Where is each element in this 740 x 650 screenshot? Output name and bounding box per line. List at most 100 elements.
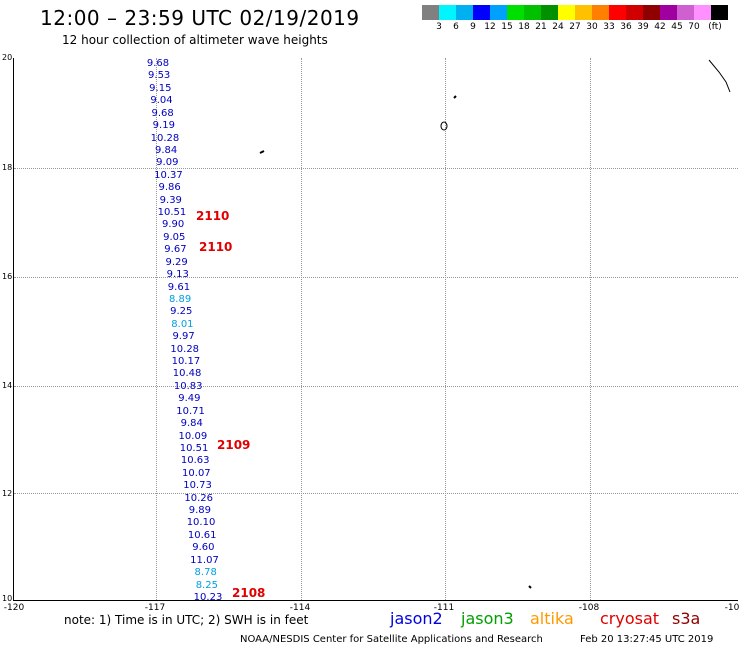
scale-swatch <box>677 5 694 20</box>
scale-swatch <box>711 5 728 20</box>
scale-label: 70 <box>688 22 700 32</box>
scale-swatch <box>626 5 643 20</box>
grid-line <box>14 168 738 169</box>
wave-height-value: 9.67 <box>164 244 187 256</box>
scale-label: 24 <box>552 22 564 32</box>
grid-line <box>156 58 157 600</box>
x-axis-label: -120 <box>3 603 25 613</box>
grid-line <box>14 386 738 387</box>
wave-height-value: 9.60 <box>192 542 215 554</box>
wave-height-value: 9.09 <box>156 157 179 169</box>
footer-note: note: 1) Time is in UTC; 2) SWH is in fe… <box>64 613 309 627</box>
x-axis-label: -117 <box>144 603 166 613</box>
scale-label: 18 <box>518 22 530 32</box>
y-axis-label: 10 <box>2 594 13 603</box>
scale-swatch <box>558 5 575 20</box>
grid-line <box>301 58 302 600</box>
y-axis-label: 14 <box>2 381 13 390</box>
grid-line <box>445 58 446 600</box>
wave-height-value: 10.37 <box>154 169 183 181</box>
scale-swatch <box>490 5 507 20</box>
x-axis-label: -111 <box>433 603 455 613</box>
color-scale <box>422 5 728 20</box>
wave-height-value: 9.68 <box>146 58 170 69</box>
y-axis-label: 20 <box>2 53 13 62</box>
wave-height-value: 10.83 <box>173 380 203 392</box>
scale-swatch <box>694 5 711 20</box>
legend-item: jason3 <box>461 609 514 628</box>
pass-number: 2110 <box>196 209 230 223</box>
scale-label: 27 <box>569 22 581 32</box>
color-scale-labels: 3 6 9 12 15 18 21 24 27 30 33 36 39 42 45 70 (ft) <box>422 22 740 36</box>
land-outline <box>259 59 731 589</box>
scale-swatch <box>422 5 439 20</box>
scale-swatch <box>473 5 490 20</box>
map-title: 12:00 – 23:59 UTC 02/19/2019 <box>40 6 360 30</box>
wave-height-value: 9.19 <box>152 120 175 132</box>
wave-height-value: 9.97 <box>172 331 195 343</box>
y-axis-label: 16 <box>2 272 13 281</box>
legend-item: cryosat <box>600 609 660 628</box>
wave-height-value: 10.61 <box>187 529 217 541</box>
wave-height-value: 9.04 <box>150 95 173 107</box>
legend-item: s3a <box>672 609 701 628</box>
x-axis-label: -108 <box>578 603 600 613</box>
scale-label: 3 <box>436 22 442 32</box>
map-plot-area <box>13 58 738 601</box>
generated-date: Feb 20 13:27:45 UTC 2019 <box>580 634 714 645</box>
scale-label: 9 <box>470 22 476 32</box>
scale-label: 42 <box>654 22 666 32</box>
wave-height-value: 9.49 <box>178 393 201 405</box>
scale-label: 33 <box>603 22 615 32</box>
wave-height-value: 10.09 <box>178 430 208 442</box>
wave-height-value: 10.48 <box>172 368 202 380</box>
wave-height-value: 9.39 <box>159 194 182 206</box>
scale-swatch <box>439 5 456 20</box>
credit-text: NOAA/NESDIS Center for Satellite Applica… <box>240 634 543 645</box>
wave-height-value: 9.61 <box>167 281 191 293</box>
wave-height-value: 10.28 <box>170 343 200 355</box>
scale-label: 15 <box>501 22 513 32</box>
scale-swatch <box>609 5 626 20</box>
wave-height-value: 10.63 <box>180 455 210 467</box>
scale-label: 36 <box>620 22 632 32</box>
scale-swatch <box>643 5 660 20</box>
scale-label: 39 <box>637 22 649 32</box>
wave-height-value: 10.26 <box>184 492 214 504</box>
x-axis-label: -10 <box>724 603 740 613</box>
wave-height-value: 11.07 <box>190 554 219 566</box>
wave-height-value: 9.25 <box>170 306 193 318</box>
wave-height-value: 8.01 <box>171 318 194 330</box>
wave-height-value: 9.84 <box>154 144 178 156</box>
wave-height-value: 8.78 <box>194 567 217 579</box>
pass-number: 2110 <box>199 240 233 254</box>
scale-swatch <box>507 5 524 20</box>
wave-height-value: 9.89 <box>188 505 211 517</box>
wave-height-value: 9.68 <box>151 107 174 119</box>
wave-height-value: 9.86 <box>158 182 181 194</box>
grid-line <box>590 58 591 600</box>
wave-height-value: 10.10 <box>186 517 216 529</box>
wave-height-value: 10.17 <box>171 356 201 368</box>
scale-swatch <box>524 5 541 20</box>
scale-label: 30 <box>586 22 598 32</box>
wave-height-value: 10.07 <box>182 467 211 479</box>
wave-height-value: 9.53 <box>148 70 171 82</box>
grid-line <box>14 277 738 278</box>
pass-number: 2109 <box>217 438 251 452</box>
wave-height-value: 9.29 <box>165 256 188 268</box>
scale-swatch <box>456 5 473 20</box>
map-subtitle: 12 hour collection of altimeter wave hei… <box>62 33 328 47</box>
legend-item: altika <box>530 609 574 628</box>
wave-height-value: 9.90 <box>161 219 185 231</box>
wave-height-value: 9.05 <box>163 231 186 243</box>
wave-height-value: 9.84 <box>180 418 203 430</box>
wave-height-value: 9.13 <box>166 269 189 281</box>
wave-height-value: 10.73 <box>183 480 212 492</box>
wave-height-value: 10.23 <box>193 592 223 603</box>
scale-label: 21 <box>535 22 547 32</box>
wave-height-value: 8.89 <box>168 293 192 305</box>
y-axis-label: 12 <box>2 489 13 498</box>
wave-height-value: 10.71 <box>176 405 205 417</box>
wave-height-value: 10.51 <box>179 442 209 454</box>
